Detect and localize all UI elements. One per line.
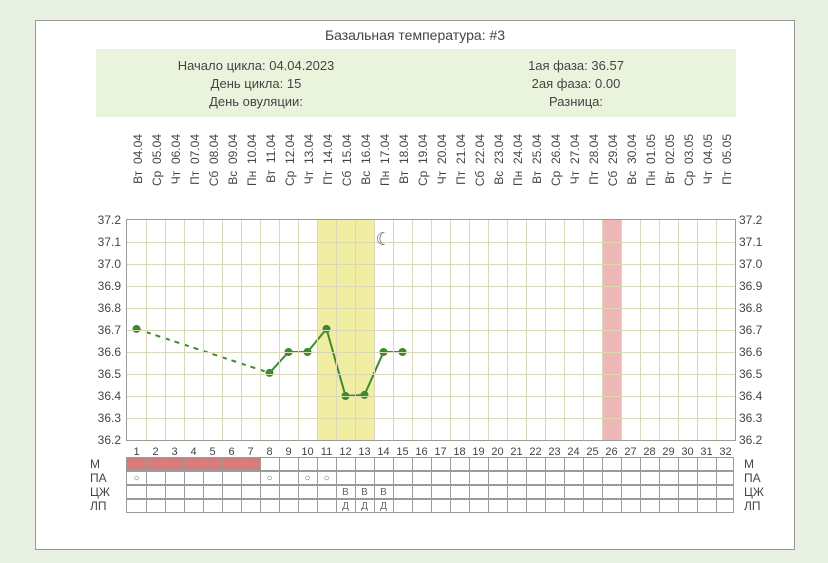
date-label: Ср 19.04 bbox=[416, 134, 430, 186]
row-label-left: ЦЖ bbox=[90, 485, 110, 499]
date-label: Чт 04.05 bbox=[701, 134, 715, 184]
grid-cell-value: В bbox=[374, 486, 393, 498]
date-label: Ср 05.04 bbox=[150, 134, 164, 186]
yaxis-tick: 37.2 bbox=[87, 213, 121, 227]
row-lp: ДДД bbox=[126, 499, 734, 513]
row-label-right: ЦЖ bbox=[744, 485, 764, 499]
row-label-left: М bbox=[90, 457, 100, 471]
yaxis-tick-right: 37.0 bbox=[739, 257, 773, 271]
date-label: Вт 04.04 bbox=[131, 134, 145, 184]
date-label: Пт 21.04 bbox=[454, 134, 468, 185]
yaxis-tick-right: 36.8 bbox=[739, 301, 773, 315]
yaxis-tick-right: 36.6 bbox=[739, 345, 773, 359]
date-label: Пн 01.05 bbox=[644, 134, 658, 186]
yaxis-tick-right: 36.9 bbox=[739, 279, 773, 293]
yaxis-tick-right: 37.1 bbox=[739, 235, 773, 249]
row-label-right: М bbox=[744, 457, 754, 471]
yaxis-tick: 36.6 bbox=[87, 345, 121, 359]
grid-cell-value: В bbox=[336, 486, 355, 498]
grid-cell-value: ○ bbox=[317, 472, 336, 484]
date-label: Пт 28.04 bbox=[587, 134, 601, 185]
date-label: Пт 05.05 bbox=[720, 134, 734, 185]
date-label: Чт 13.04 bbox=[302, 134, 316, 184]
date-label: Чт 27.04 bbox=[568, 134, 582, 184]
summary-left: Начало цикла: 04.04.2023 День цикла: 15 … bbox=[96, 57, 416, 111]
chart-title: Базальная температура: #3 bbox=[36, 27, 794, 43]
yaxis-tick-right: 36.4 bbox=[739, 389, 773, 403]
row-cz: ВВВ bbox=[126, 485, 734, 499]
moon-icon: ☾ bbox=[376, 229, 392, 250]
grid-cell-value: В bbox=[355, 486, 374, 498]
row-label-right: ЛП bbox=[744, 499, 761, 513]
row-label-left: ЛП bbox=[90, 499, 107, 513]
grid-cell-value: Д bbox=[336, 500, 355, 512]
date-label: Вт 02.05 bbox=[663, 134, 677, 184]
date-label: Вс 30.04 bbox=[625, 134, 639, 185]
date-label: Сб 08.04 bbox=[207, 134, 221, 186]
yaxis-tick: 36.9 bbox=[87, 279, 121, 293]
yaxis-tick-right: 36.7 bbox=[739, 323, 773, 337]
date-label: Пт 07.04 bbox=[188, 134, 202, 185]
date-label: Пн 24.04 bbox=[511, 134, 525, 186]
grid-cell-value: Д bbox=[374, 500, 393, 512]
yaxis-tick-right: 37.2 bbox=[739, 213, 773, 227]
summary-right: 1ая фаза: 36.57 2ая фаза: 0.00 Разница: bbox=[416, 57, 736, 111]
grid-cell-value: Д bbox=[355, 500, 374, 512]
row-pa: ○○○○ bbox=[126, 471, 734, 485]
date-label: Чт 20.04 bbox=[435, 134, 449, 184]
date-label: Ср 03.05 bbox=[682, 134, 696, 186]
yaxis-tick-right: 36.3 bbox=[739, 411, 773, 425]
yaxis-tick: 36.4 bbox=[87, 389, 121, 403]
bbt-chart: 36.236.236.336.336.436.436.536.536.636.6… bbox=[126, 219, 736, 441]
date-label: Сб 15.04 bbox=[340, 134, 354, 186]
row-label-right: ПА bbox=[744, 471, 761, 485]
yaxis-tick: 36.7 bbox=[87, 323, 121, 337]
grid-cell-value: ○ bbox=[298, 472, 317, 484]
date-label: Вс 09.04 bbox=[226, 134, 240, 185]
date-label: Чт 06.04 bbox=[169, 134, 183, 184]
date-label: Сб 29.04 bbox=[606, 134, 620, 186]
yaxis-tick-right: 36.2 bbox=[739, 433, 773, 447]
date-label: Вт 18.04 bbox=[397, 134, 411, 184]
yaxis-tick: 36.3 bbox=[87, 411, 121, 425]
yaxis-tick: 36.8 bbox=[87, 301, 121, 315]
summary-panel: Начало цикла: 04.04.2023 День цикла: 15 … bbox=[96, 49, 736, 117]
date-label: Ср 26.04 bbox=[549, 134, 563, 186]
yaxis-tick-right: 36.5 bbox=[739, 367, 773, 381]
date-label: Пн 17.04 bbox=[378, 134, 392, 186]
row-label-left: ПА bbox=[90, 471, 107, 485]
date-label: Вс 16.04 bbox=[359, 134, 373, 185]
date-label: Пт 14.04 bbox=[321, 134, 335, 185]
yaxis-tick: 36.5 bbox=[87, 367, 121, 381]
date-label: Ср 12.04 bbox=[283, 134, 297, 186]
yaxis-tick: 37.1 bbox=[87, 235, 121, 249]
grid-cell-value: ○ bbox=[127, 472, 146, 484]
date-label: Вт 25.04 bbox=[530, 134, 544, 184]
date-label: Вс 23.04 bbox=[492, 134, 506, 185]
yaxis-tick: 36.2 bbox=[87, 433, 121, 447]
yaxis-tick: 37.0 bbox=[87, 257, 121, 271]
date-label: Вт 11.04 bbox=[264, 134, 278, 183]
date-label: Сб 22.04 bbox=[473, 134, 487, 186]
chart-frame: Базальная температура: #3 Начало цикла: … bbox=[35, 20, 795, 550]
row-m bbox=[126, 457, 734, 471]
grid-cell-value: ○ bbox=[260, 472, 279, 484]
date-label: Пн 10.04 bbox=[245, 134, 259, 186]
